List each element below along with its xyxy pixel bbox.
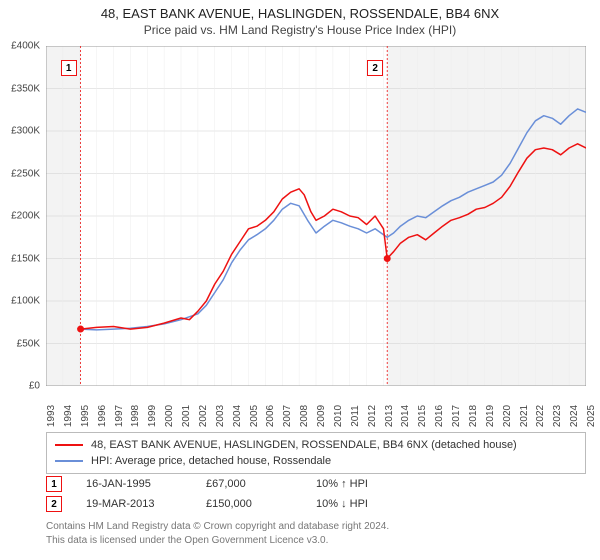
footer-line-1: Contains HM Land Registry data © Crown c…	[46, 520, 586, 534]
y-axis-label: £50K	[17, 338, 40, 349]
x-axis-label: 2013	[384, 405, 395, 427]
x-axis-label: 2010	[333, 405, 344, 427]
x-axis-label: 2019	[485, 405, 496, 427]
x-axis-label: 2018	[468, 405, 479, 427]
y-axis-label: £400K	[11, 41, 40, 52]
event-price-1: £67,000	[206, 478, 316, 490]
legend-swatch-2	[55, 460, 83, 462]
x-axis-label: 1993	[46, 405, 57, 427]
x-axis-label: 2009	[316, 405, 327, 427]
legend: 48, EAST BANK AVENUE, HASLINGDEN, ROSSEN…	[46, 432, 586, 474]
x-axis-label: 2002	[198, 405, 209, 427]
line-chart	[46, 46, 586, 386]
x-axis-label: 2011	[350, 405, 361, 427]
x-axis-label: 2023	[552, 405, 563, 427]
x-axis-label: 2021	[519, 405, 530, 427]
event-badge-1: 1	[46, 476, 62, 492]
event-badge-2: 2	[46, 496, 62, 512]
x-axis-label: 2014	[400, 405, 411, 427]
y-axis-label: £350K	[11, 83, 40, 94]
x-axis-labels: 1993 1994 1995 1996 1997 1998 1999 2000 2001 2002…	[46, 390, 586, 430]
legend-swatch-1	[55, 444, 83, 446]
y-axis-label: £200K	[11, 211, 40, 222]
x-axis-label: 2012	[367, 405, 378, 427]
y-axis-label: £250K	[11, 168, 40, 179]
legend-label-2: HPI: Average price, detached house, Ross…	[91, 455, 331, 467]
chart-area: £0£50K£100K£150K£200K£250K£300K£350K£400…	[46, 46, 586, 406]
x-axis-label: 2007	[282, 405, 293, 427]
footer-line-2: This data is licensed under the Open Gov…	[46, 534, 586, 548]
event-hpi-1: 10% ↑ HPI	[316, 478, 368, 490]
event-flag: 1	[61, 60, 77, 76]
event-date-1: 16-JAN-1995	[86, 478, 206, 490]
footer: Contains HM Land Registry data © Crown c…	[46, 520, 586, 547]
legend-label-1: 48, EAST BANK AVENUE, HASLINGDEN, ROSSEN…	[91, 439, 517, 451]
x-axis-label: 1997	[114, 405, 125, 427]
x-axis-label: 2005	[249, 405, 260, 427]
x-axis-label: 2025	[586, 405, 597, 427]
y-axis-label: £300K	[11, 126, 40, 137]
event-price-2: £150,000	[206, 498, 316, 510]
x-axis-label: 1999	[147, 405, 158, 427]
y-axis-label: £150K	[11, 253, 40, 264]
x-axis-label: 2016	[434, 405, 445, 427]
chart-subtitle: Price paid vs. HM Land Registry's House …	[0, 23, 600, 37]
events-table: 1 16-JAN-1995 £67,000 10% ↑ HPI 2 19-MAR…	[46, 474, 586, 514]
x-axis-label: 2006	[265, 405, 276, 427]
x-axis-label: 1994	[63, 405, 74, 427]
x-axis-label: 2001	[181, 405, 192, 427]
y-axis-label: £0	[29, 381, 40, 392]
x-axis-label: 2004	[232, 405, 243, 427]
x-axis-label: 2000	[164, 405, 175, 427]
x-axis-label: 1996	[97, 405, 108, 427]
x-axis-label: 1995	[80, 405, 91, 427]
x-axis-label: 2020	[502, 405, 513, 427]
x-axis-label: 2008	[299, 405, 310, 427]
x-axis-label: 2022	[535, 405, 546, 427]
chart-title: 48, EAST BANK AVENUE, HASLINGDEN, ROSSEN…	[0, 6, 600, 21]
x-axis-label: 2024	[569, 405, 580, 427]
x-axis-label: 1998	[130, 405, 141, 427]
x-axis-label: 2015	[417, 405, 428, 427]
y-axis-label: £100K	[11, 296, 40, 307]
x-axis-label: 2003	[215, 405, 226, 427]
event-date-2: 19-MAR-2013	[86, 498, 206, 510]
event-flag: 2	[367, 60, 383, 76]
x-axis-label: 2017	[451, 405, 462, 427]
event-hpi-2: 10% ↓ HPI	[316, 498, 368, 510]
